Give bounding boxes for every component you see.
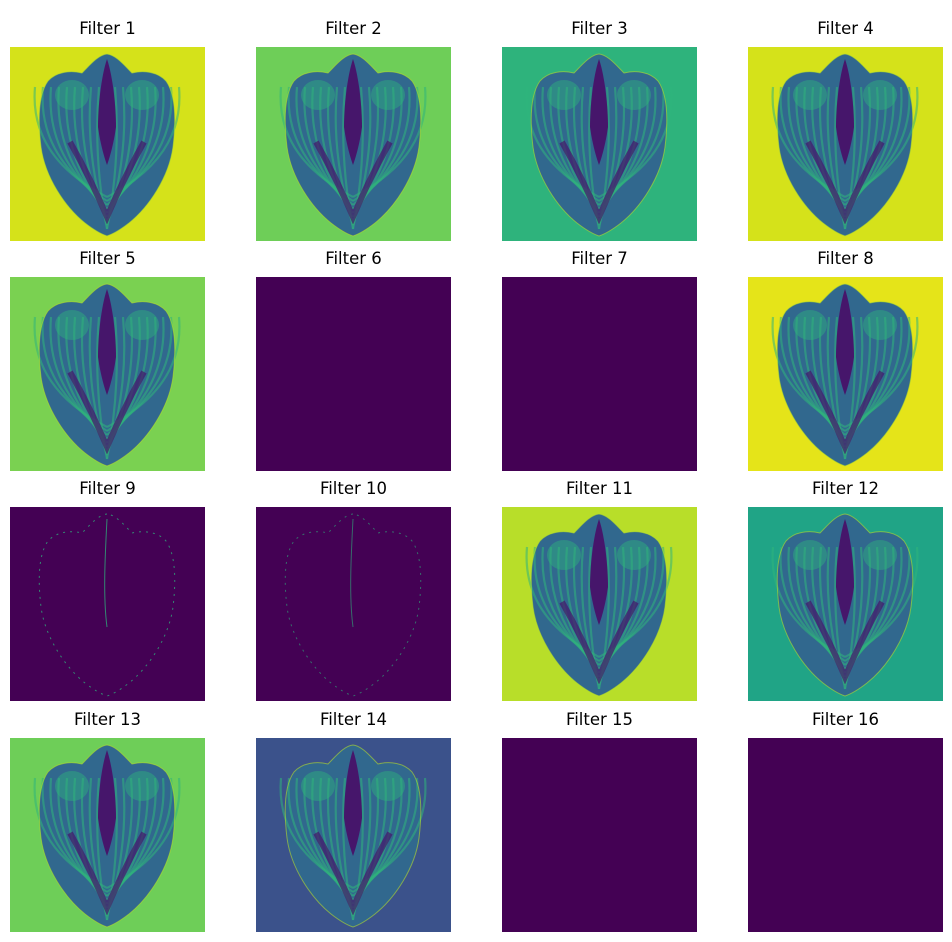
filter-title: Filter 12 — [748, 477, 943, 501]
feature-map-image — [748, 277, 943, 471]
feature-map-image — [256, 277, 451, 471]
filter-title: Filter 3 — [502, 17, 697, 41]
filter-title: Filter 11 — [502, 477, 697, 501]
feature-map-image — [10, 507, 205, 701]
feature-map-image — [502, 738, 697, 932]
feature-map-image — [10, 738, 205, 932]
filter-title: Filter 2 — [256, 17, 451, 41]
filter-title: Filter 14 — [256, 708, 451, 732]
filter-title: Filter 10 — [256, 477, 451, 501]
feature-map-image — [502, 507, 697, 701]
feature-map-image — [256, 738, 451, 932]
filter-title: Filter 4 — [748, 17, 943, 41]
filter-title: Filter 6 — [256, 247, 451, 271]
filter-title: Filter 15 — [502, 708, 697, 732]
feature-map-image — [256, 47, 451, 241]
feature-map-image — [748, 507, 943, 701]
feature-map-image — [502, 47, 697, 241]
filter-title: Filter 9 — [10, 477, 205, 501]
feature-map-image — [748, 47, 943, 241]
feature-map-image — [502, 277, 697, 471]
filter-title: Filter 1 — [10, 17, 205, 41]
filter-title: Filter 13 — [10, 708, 205, 732]
feature-map-image — [10, 277, 205, 471]
feature-map-image — [748, 738, 943, 932]
feature-map-image — [256, 507, 451, 701]
filter-title: Filter 7 — [502, 247, 697, 271]
filter-title: Filter 16 — [748, 708, 943, 732]
filter-title: Filter 8 — [748, 247, 943, 271]
feature-map-image — [10, 47, 205, 241]
filter-title: Filter 5 — [10, 247, 205, 271]
